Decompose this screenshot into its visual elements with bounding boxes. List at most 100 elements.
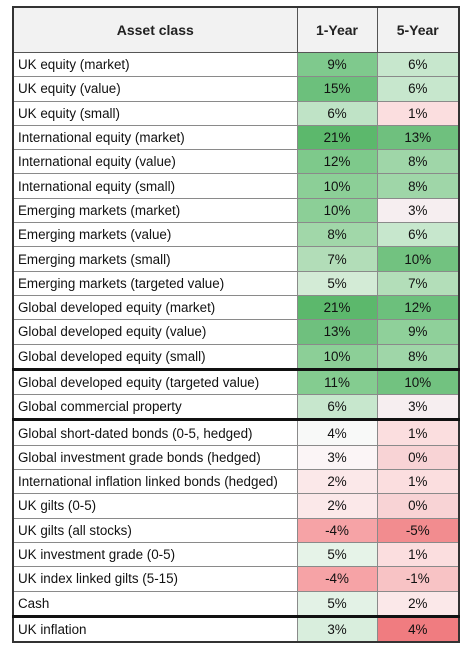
asset-class-cell: Global developed equity (value)	[12, 319, 298, 345]
five-year-return-cell: 6%	[376, 222, 460, 248]
asset-class-header: Asset class	[12, 6, 298, 53]
asset-class-cell: Global developed equity (targeted value)	[12, 367, 298, 396]
one-year-return-cell: 3%	[296, 614, 378, 643]
asset-class-cell: International equity (value)	[12, 149, 298, 175]
asset-class-cell: Global commercial property	[12, 394, 298, 421]
five-year-return-cell: 1%	[376, 469, 460, 495]
table-row: UK gilts (0-5) 2% 0%	[12, 493, 460, 519]
table-row: UK equity (small) 6% 1%	[12, 100, 460, 126]
one-year-return-cell: 11%	[296, 367, 378, 396]
table-row: Emerging markets (targeted value) 5% 7%	[12, 270, 460, 296]
table-row: UK investment grade (0-5) 5% 1%	[12, 541, 460, 568]
one-year-return-cell: 6%	[296, 100, 378, 126]
one-year-return-cell: 7%	[296, 246, 378, 272]
table-row: Global developed equity (targeted value)…	[12, 367, 460, 396]
table-row: International equity (small) 10% 8%	[12, 173, 460, 199]
five-year-return-cell: 1%	[376, 418, 460, 446]
header-row: Asset class 1-Year 5-Year	[12, 6, 460, 53]
asset-class-cell: International equity (market)	[12, 124, 298, 151]
five-year-return-cell: 3%	[376, 394, 460, 421]
five-year-return-cell: 2%	[376, 590, 460, 617]
one-year-return-cell: 10%	[296, 343, 378, 370]
table-row: International equity (value) 12% 8%	[12, 149, 460, 175]
table-row: Global investment grade bonds (hedged) 3%…	[12, 444, 460, 471]
asset-class-cell: UK equity (small)	[12, 100, 298, 126]
table-row: Emerging markets (small) 7% 10%	[12, 246, 460, 272]
table-row: UK gilts (all stocks) -4% -5%	[12, 517, 460, 543]
table-row: Cash 5% 2%	[12, 590, 460, 617]
one-year-return-cell: 2%	[296, 493, 378, 519]
asset-class-cell: UK index linked gilts (5-15)	[12, 566, 298, 592]
five-year-return-cell: 8%	[376, 343, 460, 370]
five-year-return-cell: 8%	[376, 149, 460, 175]
asset-class-cell: UK gilts (all stocks)	[12, 517, 298, 543]
one-year-return-cell: 5%	[296, 270, 378, 296]
table-row: International inflation linked bonds (he…	[12, 469, 460, 495]
five-year-return-cell: -5%	[376, 517, 460, 543]
five-year-header: 5-Year	[376, 6, 460, 53]
one-year-return-cell: 13%	[296, 319, 378, 345]
asset-class-cell: UK equity (market)	[12, 51, 298, 78]
five-year-return-cell: 8%	[376, 173, 460, 199]
asset-class-cell: Cash	[12, 590, 298, 617]
asset-class-cell: UK equity (value)	[12, 76, 298, 102]
five-year-return-cell: 7%	[376, 270, 460, 296]
asset-class-cell: UK gilts (0-5)	[12, 493, 298, 519]
one-year-return-cell: 9%	[296, 51, 378, 78]
five-year-return-cell: 12%	[376, 294, 460, 321]
one-year-return-cell: 4%	[296, 418, 378, 446]
one-year-return-cell: 3%	[296, 444, 378, 471]
one-year-return-cell: 21%	[296, 124, 378, 151]
asset-class-cell: Global investment grade bonds (hedged)	[12, 444, 298, 471]
asset-class-returns-table: Asset class 1-Year 5-Year UK equity (mar…	[12, 6, 460, 644]
asset-class-cell: Global developed equity (market)	[12, 294, 298, 321]
one-year-return-cell: 8%	[296, 222, 378, 248]
table-row: Global commercial property 6% 3%	[12, 394, 460, 421]
one-year-return-cell: 2%	[296, 469, 378, 495]
five-year-return-cell: 10%	[376, 367, 460, 396]
five-year-return-cell: 4%	[376, 614, 460, 643]
one-year-return-cell: 21%	[296, 294, 378, 321]
one-year-return-cell: 12%	[296, 149, 378, 175]
table-row: Global developed equity (market) 21% 12%	[12, 294, 460, 321]
table-row: UK index linked gilts (5-15) -4% -1%	[12, 566, 460, 592]
one-year-return-cell: 5%	[296, 590, 378, 617]
five-year-return-cell: 13%	[376, 124, 460, 151]
one-year-header: 1-Year	[296, 6, 378, 53]
one-year-return-cell: 10%	[296, 197, 378, 224]
asset-class-cell: Emerging markets (small)	[12, 246, 298, 272]
five-year-return-cell: 1%	[376, 100, 460, 126]
table-row: Global short-dated bonds (0-5, hedged) 4%…	[12, 418, 460, 446]
asset-class-cell: Emerging markets (targeted value)	[12, 270, 298, 296]
one-year-return-cell: -4%	[296, 566, 378, 592]
asset-class-cell: UK inflation	[12, 614, 298, 643]
five-year-return-cell: 1%	[376, 541, 460, 568]
table-row: UK equity (value) 15% 6%	[12, 76, 460, 102]
five-year-return-cell: 10%	[376, 246, 460, 272]
table-row: Emerging markets (value) 8% 6%	[12, 222, 460, 248]
one-year-return-cell: 15%	[296, 76, 378, 102]
one-year-return-cell: -4%	[296, 517, 378, 543]
one-year-return-cell: 10%	[296, 173, 378, 199]
asset-class-cell: International equity (small)	[12, 173, 298, 199]
one-year-return-cell: 6%	[296, 394, 378, 421]
table-body: UK equity (market) 9% 6% UK equity (value) 1…	[12, 51, 460, 643]
asset-class-cell: Emerging markets (market)	[12, 197, 298, 224]
table-row: UK equity (market) 9% 6%	[12, 51, 460, 78]
five-year-return-cell: 6%	[376, 76, 460, 102]
table-row: International equity (market) 21% 13%	[12, 124, 460, 151]
table-row: UK inflation 3% 4%	[12, 614, 460, 643]
five-year-return-cell: 6%	[376, 51, 460, 78]
table-row: Global developed equity (small) 10% 8%	[12, 343, 460, 370]
five-year-return-cell: 0%	[376, 444, 460, 471]
asset-class-cell: Emerging markets (value)	[12, 222, 298, 248]
asset-class-cell: International inflation linked bonds (he…	[12, 469, 298, 495]
one-year-return-cell: 5%	[296, 541, 378, 568]
five-year-return-cell: -1%	[376, 566, 460, 592]
table-row: Emerging markets (market) 10% 3%	[12, 197, 460, 224]
asset-class-cell: UK investment grade (0-5)	[12, 541, 298, 568]
five-year-return-cell: 0%	[376, 493, 460, 519]
table-row: Global developed equity (value) 13% 9%	[12, 319, 460, 345]
asset-class-cell: Global short-dated bonds (0-5, hedged)	[12, 418, 298, 446]
asset-class-cell: Global developed equity (small)	[12, 343, 298, 370]
